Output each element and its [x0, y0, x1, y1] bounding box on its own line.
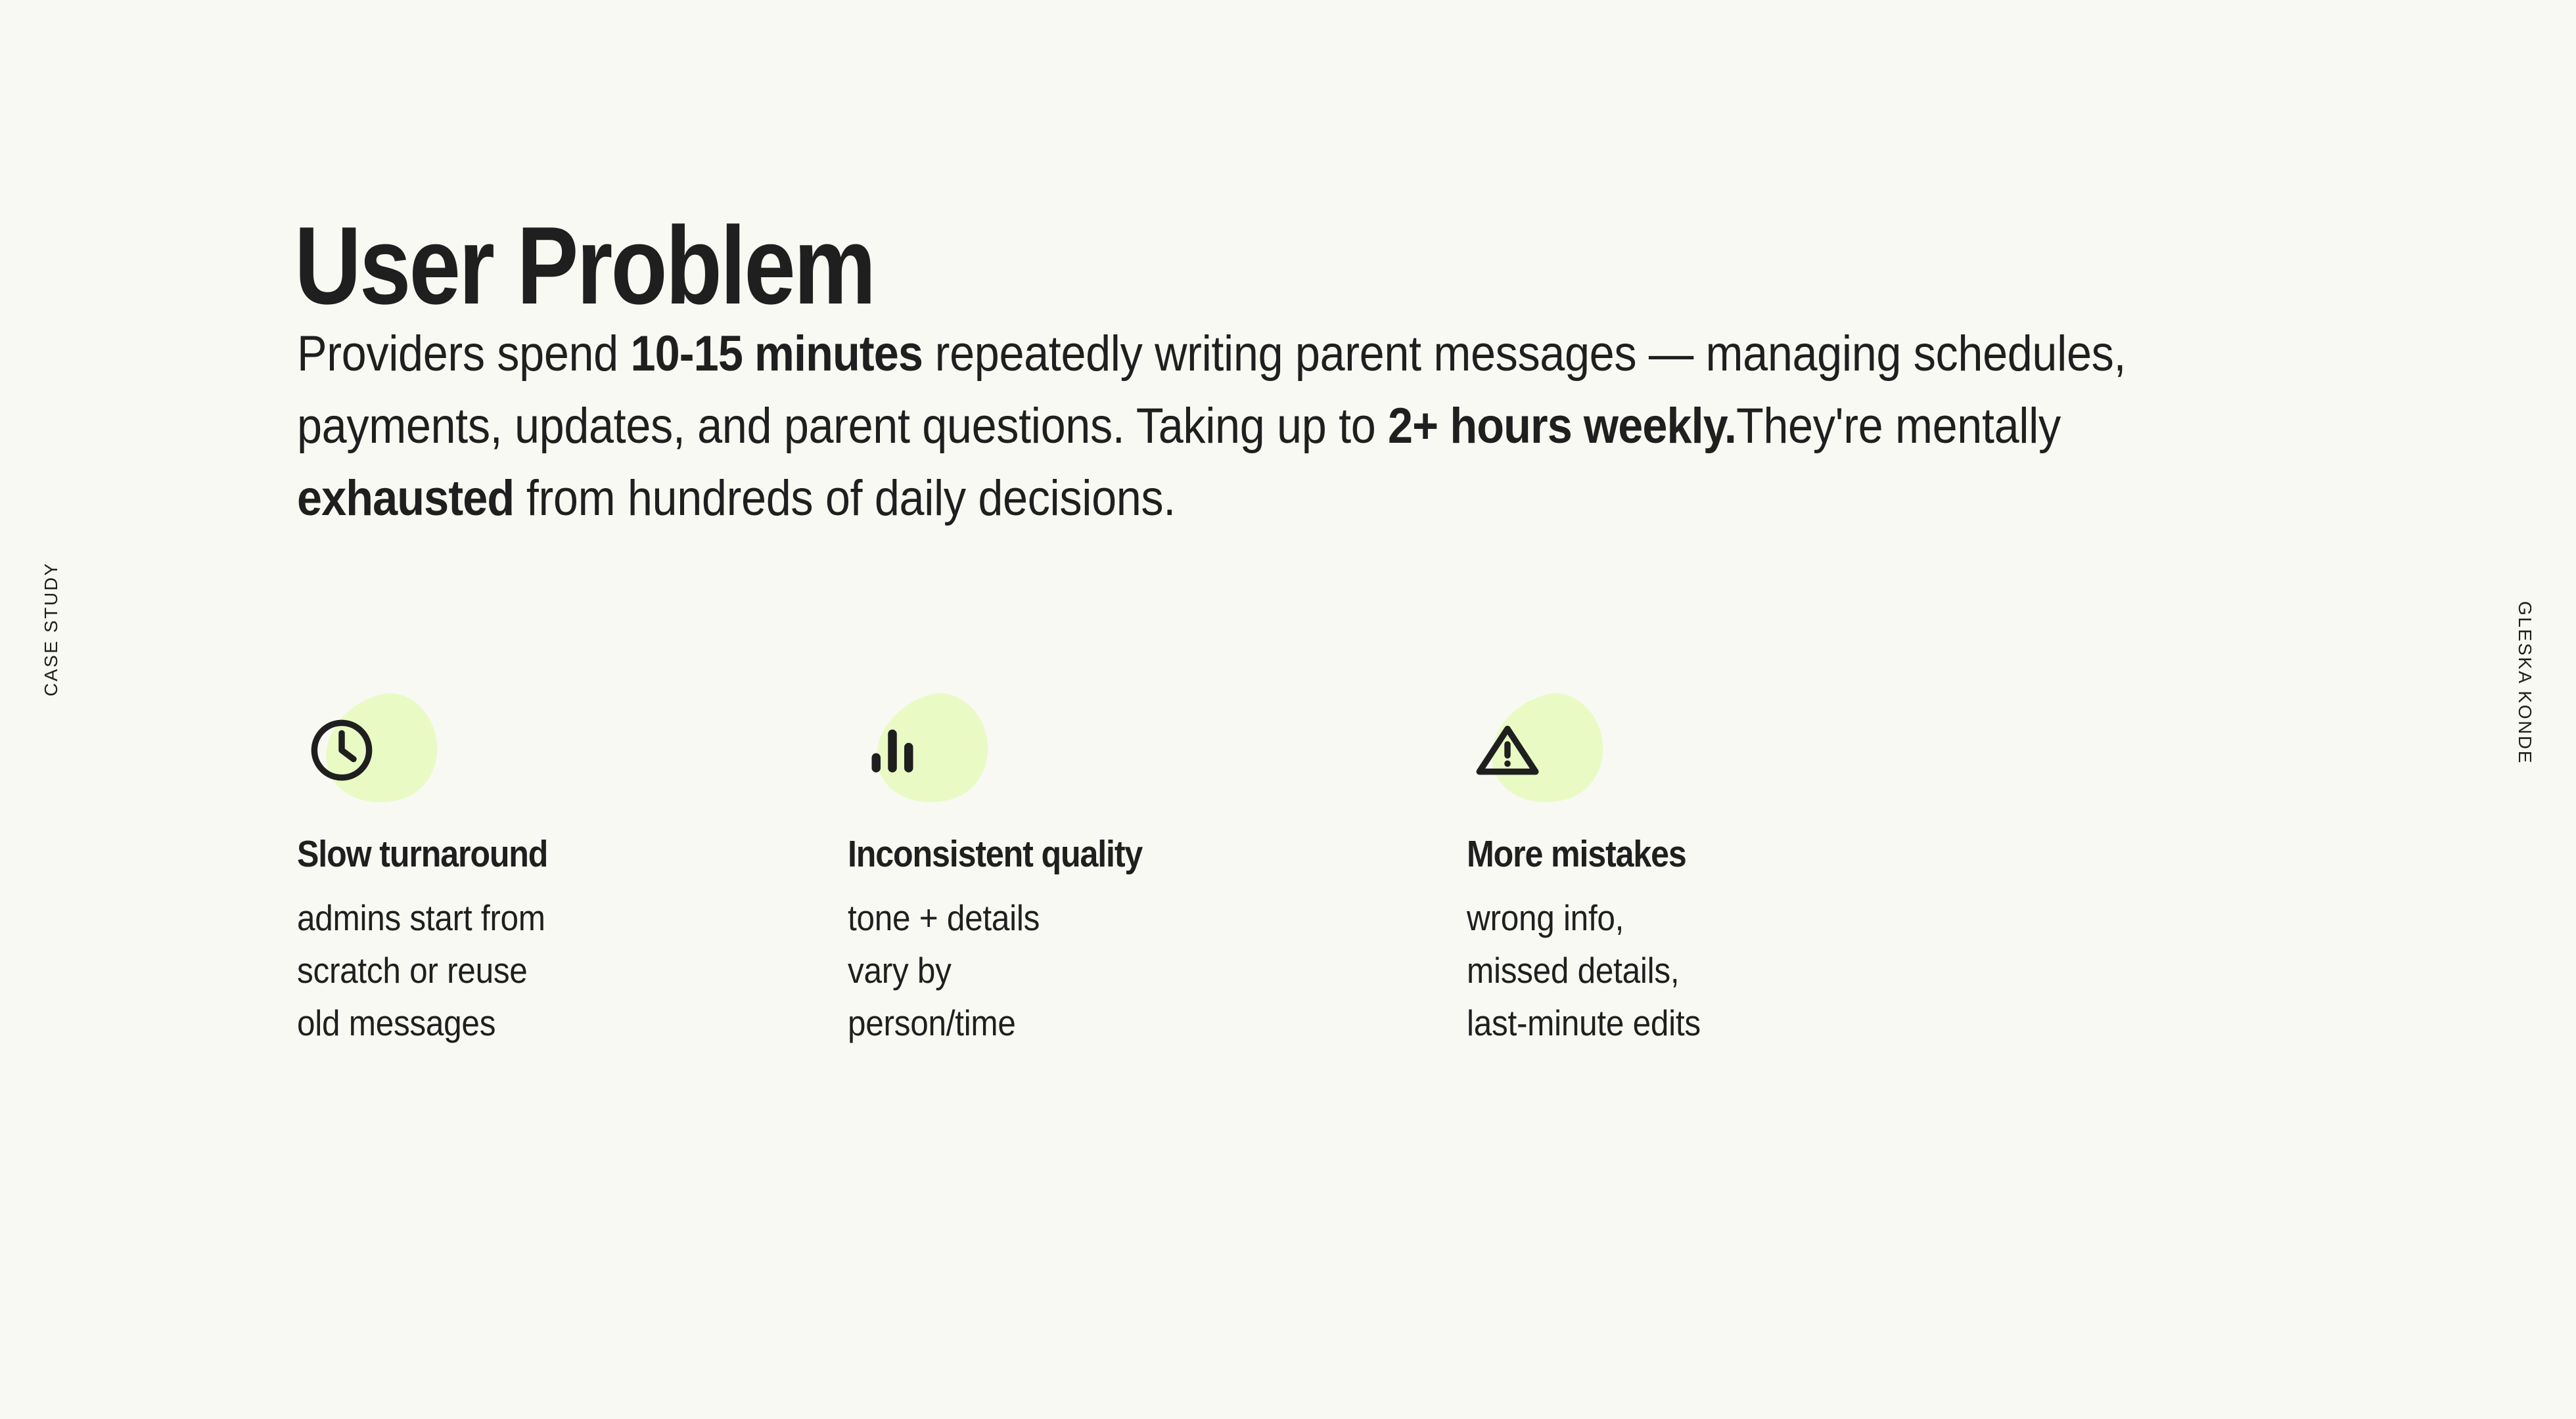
bar-chart-icon [857, 715, 928, 786]
side-label-brand: GLESKA KONDE [2515, 601, 2535, 765]
intro-part-1: Providers spend [297, 326, 631, 382]
icon-blob-group [1463, 683, 1616, 817]
feature-card-body-line: vary by [848, 949, 952, 991]
icon-blob-group [848, 683, 1001, 817]
feature-card-body-line: old messages [297, 1002, 496, 1043]
warning-triangle-icon [1472, 715, 1543, 786]
intro-part-3: They're mentally [1736, 398, 2061, 454]
page-title: User Problem [294, 203, 876, 327]
intro-highlight-hours: 2+ hours weekly. [1388, 398, 1737, 454]
intro-part-4: from hundreds of daily decisions. [514, 470, 1176, 526]
intro-highlight-exhausted: exhausted [297, 470, 515, 526]
feature-card-title: Slow turnaround [297, 833, 548, 875]
feature-card-row: Slow turnaround admins start from scratc… [297, 683, 2268, 1049]
feature-card-body-line: tone + details [848, 897, 1040, 938]
feature-card-more-mistakes: More mistakes wrong info, missed details… [1467, 683, 2017, 1049]
icon-blob-group [297, 683, 450, 817]
feature-card-body-line: wrong info, [1467, 897, 1624, 938]
feature-card-slow-turnaround: Slow turnaround admins start from scratc… [297, 683, 848, 1049]
feature-card-body-line: person/time [848, 1002, 1016, 1043]
feature-card-body: admins start from scratch or reuse old m… [297, 891, 793, 1049]
side-label-case-study: CASE STUDY [41, 562, 61, 696]
intro-paragraph: Providers spend 10-15 minutes repeatedly… [297, 318, 2178, 535]
feature-card-body-line: missed details, [1467, 949, 1680, 991]
feature-card-body-line: admins start from [297, 897, 545, 938]
feature-card-body-line: scratch or reuse [297, 949, 528, 991]
feature-card-inconsistent-quality: Inconsistent quality tone + details vary… [848, 683, 1398, 1049]
feature-card-title: More mistakes [1467, 833, 1687, 875]
clock-icon [306, 715, 377, 786]
intro-highlight-minutes: 10-15 minutes [630, 326, 923, 382]
feature-card-body-line: last-minute edits [1467, 1002, 1701, 1043]
feature-card-body: wrong info, missed details, last-minute … [1467, 891, 1962, 1049]
feature-card-body: tone + details vary by person/time [848, 891, 1343, 1049]
feature-card-title: Inconsistent quality [848, 833, 1143, 875]
intro-part-2: repeatedly writing parent messages — man… [297, 326, 2127, 454]
